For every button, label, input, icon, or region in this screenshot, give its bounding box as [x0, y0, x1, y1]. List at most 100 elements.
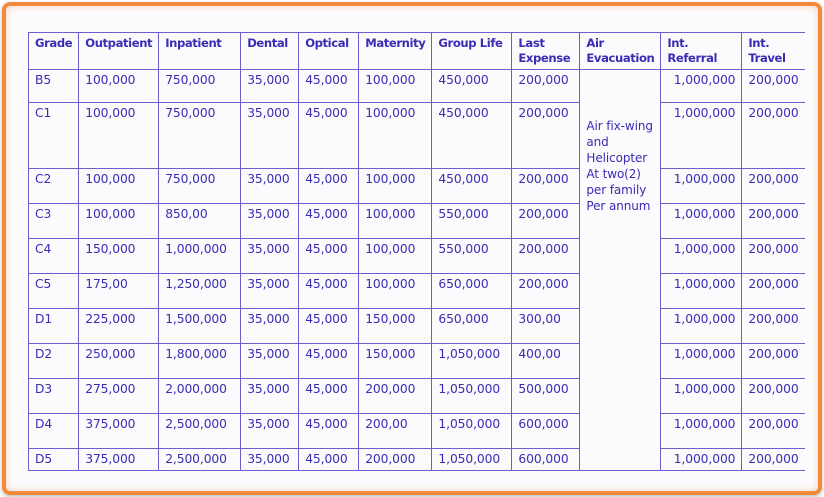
cell-grade: D2	[27, 343, 80, 379]
cell-optical: 45,000	[298, 168, 360, 204]
cell-int-referral: 1,000,000	[660, 69, 743, 103]
cell-int-referral: 1,000,000	[660, 378, 743, 414]
cell-grade: C2	[27, 168, 80, 204]
cell-maternity: 200,000	[358, 448, 433, 471]
cell-optical: 45,000	[298, 378, 360, 414]
cell-inpatient: 750,000	[158, 69, 242, 103]
cell-grade: D3	[27, 378, 80, 414]
cell-last-expense: 200,000	[511, 238, 581, 274]
cell-outpatient: 250,000	[78, 343, 160, 379]
cell-maternity: 200,000	[358, 378, 433, 414]
cell-group-life: 650,000	[431, 308, 513, 344]
cell-inpatient: 2,000,000	[158, 378, 242, 414]
cell-inpatient: 850,00	[158, 203, 242, 239]
cell-group-life: 450,000	[431, 168, 513, 204]
table-row: D2 250,000 1,800,000 35,000 45,000 150,000 1,0…	[27, 343, 805, 379]
cell-int-travel: 200,000	[741, 273, 805, 309]
cell-optical: 45,000	[298, 308, 360, 344]
cell-last-expense: 200,000	[511, 203, 581, 239]
cell-int-travel: 200,000	[741, 168, 805, 204]
air-evacuation-cell: Air fix-wing and Helicopter At two(2) pe…	[579, 69, 662, 471]
cell-outpatient: 225,000	[78, 308, 160, 344]
cell-int-referral: 1,000,000	[660, 273, 743, 309]
cell-outpatient: 275,000	[78, 378, 160, 414]
cell-optical: 45,000	[298, 273, 360, 309]
cell-inpatient: 750,000	[158, 168, 242, 204]
cell-grade: C1	[27, 102, 80, 169]
table-row: D3 275,000 2,000,000 35,000 45,000 200,000 1,0…	[27, 378, 805, 414]
header-group-life: Group Life	[431, 32, 513, 70]
cell-group-life: 1,050,000	[431, 413, 513, 449]
cell-int-referral: 1,000,000	[660, 238, 743, 274]
cell-maternity: 150,000	[358, 308, 433, 344]
cell-maternity: 200,00	[358, 413, 433, 449]
cell-int-travel: 200,000	[741, 378, 805, 414]
cell-dental: 35,000	[240, 273, 300, 309]
benefits-table: Grade Outpatient Inpatient Dental Optical Mat…	[27, 32, 805, 471]
header-last-expense: Last Expense	[511, 32, 581, 70]
cell-int-referral: 1,000,000	[660, 308, 743, 344]
cell-group-life: 550,000	[431, 203, 513, 239]
cell-maternity: 100,000	[358, 238, 433, 274]
cell-int-travel: 200,000	[741, 102, 805, 169]
cell-outpatient: 175,00	[78, 273, 160, 309]
table-row: C4 150,000 1,000,000 35,000 45,000 100,000 550…	[27, 238, 805, 274]
header-air-evacuation: Air Evacuation	[579, 32, 662, 70]
cell-optical: 45,000	[298, 203, 360, 239]
cell-grade: C3	[27, 203, 80, 239]
cell-last-expense: 200,000	[511, 168, 581, 204]
cell-int-travel: 200,000	[741, 413, 805, 449]
cell-inpatient: 1,500,000	[158, 308, 242, 344]
cell-last-expense: 200,000	[511, 69, 581, 103]
cell-last-expense: 600,000	[511, 448, 581, 471]
cell-grade: B5	[27, 69, 80, 103]
cell-last-expense: 200,000	[511, 102, 581, 169]
cell-int-travel: 200,000	[741, 343, 805, 379]
cell-dental: 35,000	[240, 69, 300, 103]
header-grade: Grade	[27, 32, 80, 70]
cell-outpatient: 100,000	[78, 69, 160, 103]
cell-dental: 35,000	[240, 238, 300, 274]
cell-maternity: 100,000	[358, 168, 433, 204]
cell-dental: 35,000	[240, 168, 300, 204]
cell-group-life: 650,000	[431, 273, 513, 309]
header-maternity: Maternity	[358, 32, 433, 70]
table-row: D4 375,000 2,500,000 35,000 45,000 200,00 1,05…	[27, 413, 805, 449]
cell-dental: 35,000	[240, 343, 300, 379]
cell-dental: 35,000	[240, 102, 300, 169]
cell-maternity: 100,000	[358, 102, 433, 169]
cell-group-life: 450,000	[431, 102, 513, 169]
cell-last-expense: 200,000	[511, 273, 581, 309]
cell-dental: 35,000	[240, 448, 300, 471]
cell-maternity: 150,000	[358, 343, 433, 379]
header-int-referral: Int. Referral	[660, 32, 743, 70]
cell-int-referral: 1,000,000	[660, 343, 743, 379]
cell-outpatient: 150,000	[78, 238, 160, 274]
cell-optical: 45,000	[298, 238, 360, 274]
cell-group-life: 1,050,000	[431, 448, 513, 471]
cell-last-expense: 500,000	[511, 378, 581, 414]
cell-inpatient: 2,500,000	[158, 413, 242, 449]
header-int-travel: Int. Travel	[741, 32, 805, 70]
cell-inpatient: 1,800,000	[158, 343, 242, 379]
table-row: D1 225,000 1,500,000 35,000 45,000 150,000 650…	[27, 308, 805, 344]
cell-dental: 35,000	[240, 203, 300, 239]
cell-group-life: 550,000	[431, 238, 513, 274]
cell-optical: 45,000	[298, 69, 360, 103]
cell-grade: C4	[27, 238, 80, 274]
cell-outpatient: 375,000	[78, 448, 160, 471]
cell-int-referral: 1,000,000	[660, 448, 743, 471]
cell-grade: D1	[27, 308, 80, 344]
cell-int-referral: 1,000,000	[660, 102, 743, 169]
table-row: B5 100,000 750,000 35,000 45,000 100,000 450,0…	[27, 69, 805, 471]
header-outpatient: Outpatient	[78, 32, 160, 70]
table-row: C5 175,00 1,250,000 35,000 45,000 100,000 650,…	[27, 273, 805, 309]
header-dental: Dental	[240, 32, 300, 70]
cell-outpatient: 100,000	[78, 102, 160, 169]
cell-last-expense: 400,00	[511, 343, 581, 379]
cell-outpatient: 375,000	[78, 413, 160, 449]
cell-maternity: 100,000	[358, 203, 433, 239]
cell-maternity: 100,000	[358, 69, 433, 103]
cell-inpatient: 750,000	[158, 102, 242, 169]
cell-int-travel: 200,000	[741, 203, 805, 239]
